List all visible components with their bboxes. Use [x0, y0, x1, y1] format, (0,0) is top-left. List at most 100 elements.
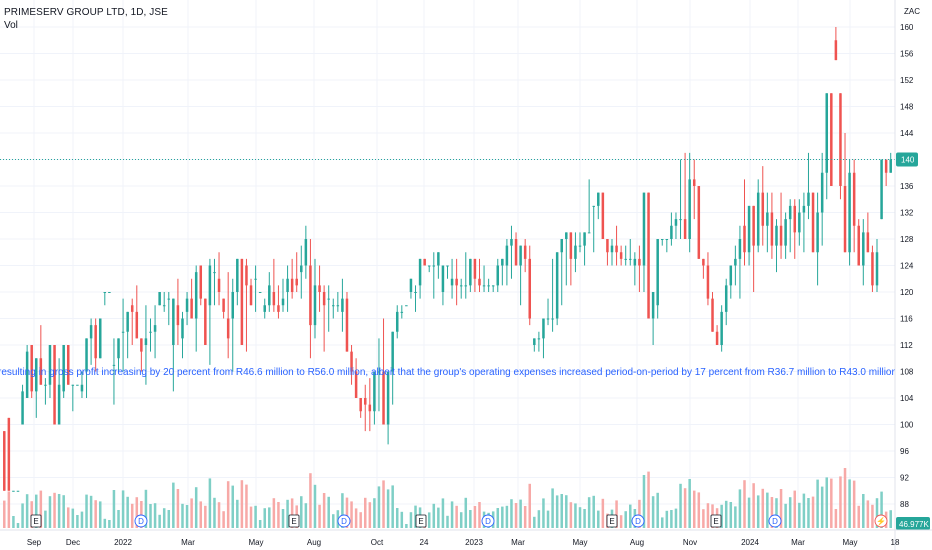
dividend-marker[interactable]: D — [337, 514, 351, 528]
candle-body — [574, 245, 577, 259]
candle-body — [519, 245, 522, 266]
candle-body — [395, 311, 399, 332]
dividend-marker[interactable]: D — [631, 514, 645, 528]
volume-bar — [217, 502, 221, 528]
candle-body — [322, 292, 326, 306]
dividend-marker[interactable]: D — [768, 514, 782, 528]
volume-bar — [455, 505, 458, 528]
candle-body — [437, 252, 440, 266]
volume-bar — [85, 494, 88, 528]
volume-bar — [48, 496, 52, 528]
volume-bar — [615, 500, 618, 528]
candle-body — [204, 298, 207, 345]
candle-body — [3, 431, 6, 491]
volume-bar — [130, 503, 134, 528]
candle-body — [775, 225, 778, 246]
volume-bar — [263, 508, 266, 528]
volume-bar — [62, 495, 65, 528]
symbol-title[interactable]: PRIMESERV GROUP LTD, 1D, JSE — [4, 7, 168, 18]
volume-bar — [542, 498, 545, 528]
volume-bar — [39, 490, 43, 528]
earnings-marker[interactable]: E — [415, 514, 427, 528]
time-tick-label: Nov — [683, 538, 697, 547]
volume-bar — [464, 497, 468, 528]
candle-body — [679, 219, 682, 221]
volume-bar — [222, 511, 225, 528]
candle-body — [286, 278, 289, 292]
volume-bar — [587, 497, 591, 528]
volume-bar — [537, 510, 541, 528]
earnings-marker[interactable]: E — [606, 514, 618, 528]
candle-body — [62, 345, 65, 392]
candle-body — [537, 338, 541, 340]
candle-body — [692, 179, 696, 186]
candle-body — [820, 172, 824, 213]
candle-body — [555, 252, 559, 319]
candle-body — [528, 258, 532, 319]
candle-body — [587, 232, 591, 234]
volume-bar — [514, 503, 518, 528]
candle-body — [281, 298, 285, 306]
news-ticker-text[interactable]: resulting in gross profit increasing by … — [0, 367, 895, 378]
volume-bar — [756, 495, 760, 528]
dividend-icon — [337, 514, 351, 528]
volume-bar — [601, 498, 605, 528]
candle-body — [318, 285, 321, 292]
candle-body — [103, 292, 107, 293]
event-markers[interactable]: E D E D E D E D E D ⚡ — [30, 514, 888, 528]
event-marker-label: D — [138, 517, 144, 526]
earnings-marker[interactable]: E — [288, 514, 300, 528]
price-tick-label: 144 — [900, 129, 914, 138]
time-tick-label: May — [572, 538, 587, 547]
time-tick-label: Mar — [181, 538, 195, 547]
volume-bar — [473, 506, 477, 528]
volume-bar — [820, 486, 824, 528]
candle-body — [258, 292, 262, 293]
candle-body — [450, 278, 454, 286]
volume-bar — [300, 496, 303, 528]
split-marker[interactable]: ⚡ — [874, 514, 888, 528]
candle-body — [295, 278, 298, 286]
candle-body — [304, 239, 308, 266]
candle-body — [94, 325, 97, 359]
volume-bar — [533, 516, 536, 528]
candle-body — [473, 258, 477, 279]
candle-body — [254, 278, 257, 280]
candle-body — [167, 298, 171, 300]
volume-bar — [825, 477, 829, 528]
candle-body — [793, 205, 797, 233]
candle-body — [638, 258, 641, 266]
candle-body — [108, 292, 111, 293]
candle-body — [848, 172, 851, 253]
candle-body — [112, 364, 116, 366]
news-ticker[interactable]: resulting in gross profit increasing by … — [0, 367, 895, 378]
dividend-marker[interactable]: D — [481, 514, 495, 528]
candle-body — [117, 338, 120, 359]
earnings-marker[interactable]: E — [710, 514, 722, 528]
candle-body — [839, 93, 842, 186]
price-tick-label: 132 — [900, 209, 914, 218]
volume-bar — [798, 502, 801, 528]
volume-bar — [706, 503, 710, 528]
volume-bar — [660, 517, 664, 528]
candle-body — [880, 159, 883, 220]
price-axis[interactable]: 160 156 152 148 144 140 136 132 128 124 120 116 112 1… — [894, 0, 930, 550]
candle-body — [130, 305, 134, 312]
dividend-marker[interactable]: D — [134, 514, 148, 528]
price-tick-label: 100 — [900, 421, 914, 430]
event-marker-label: ⚡ — [876, 516, 886, 526]
earnings-marker[interactable]: E — [30, 514, 42, 528]
candle-body — [263, 305, 266, 312]
volume-bar — [162, 508, 166, 528]
candle-body — [149, 331, 152, 333]
time-axis[interactable]: Sep Dec 2022 Mar May Aug Oct 24 2023 Mar May Aug Nov… — [0, 529, 932, 547]
volume-bar — [578, 507, 582, 528]
volume-bar — [811, 496, 815, 528]
candle-body — [222, 298, 225, 312]
dividend-icon — [134, 514, 148, 528]
volume-bar — [281, 509, 285, 528]
volume-bar — [144, 489, 148, 528]
volume-bar — [574, 503, 577, 528]
volume-bar — [3, 500, 6, 528]
